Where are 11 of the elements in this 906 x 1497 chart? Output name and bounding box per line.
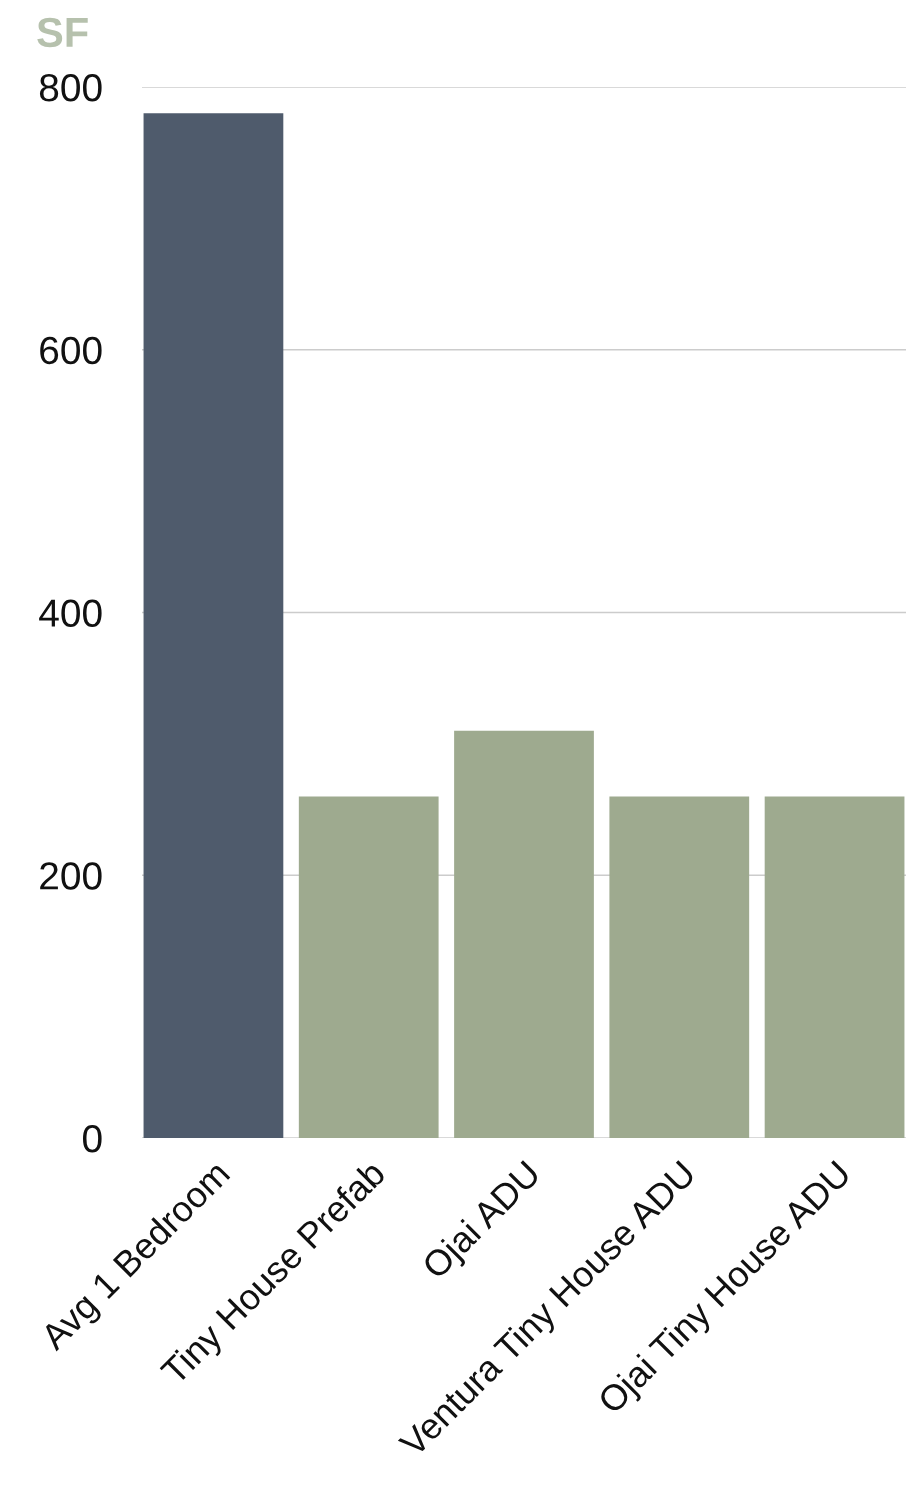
y-tick-label: 200: [40, 862, 102, 890]
bar: [454, 730, 594, 1138]
bar: [298, 796, 439, 1138]
y-tick-label: 400: [39, 599, 102, 627]
bar: [764, 796, 905, 1138]
y-tick-label: 0: [83, 1124, 102, 1153]
y-tick-label: 800: [39, 73, 102, 102]
bar: [609, 796, 750, 1138]
bar: [143, 113, 284, 1138]
y-tick-label: 600: [40, 336, 102, 365]
y-axis-title: SF: [37, 17, 88, 48]
